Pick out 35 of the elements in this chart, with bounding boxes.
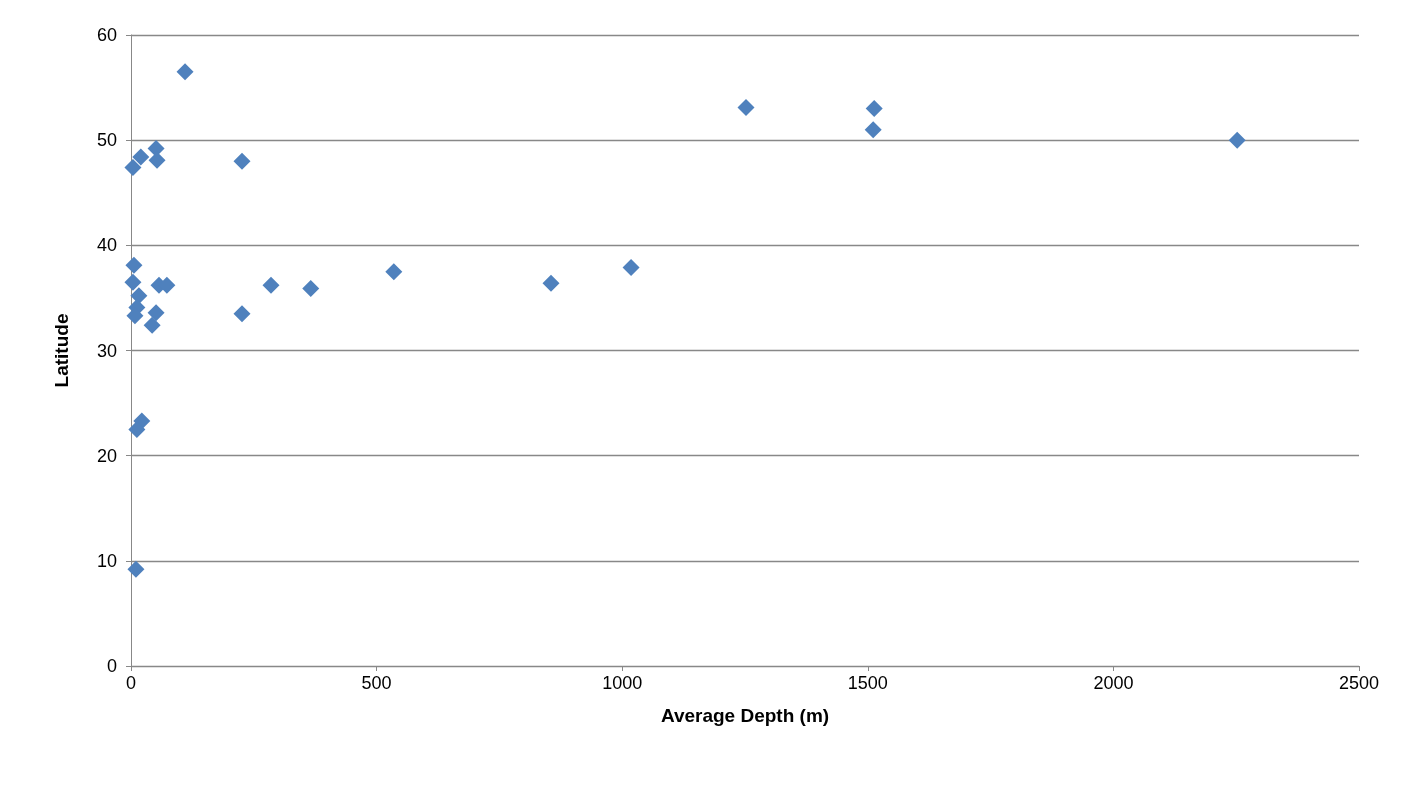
point xyxy=(124,273,142,291)
point xyxy=(865,100,883,118)
x-tick-label: 0 xyxy=(125,673,137,693)
point xyxy=(385,263,403,281)
point xyxy=(262,276,280,294)
x-tick-label: 500 xyxy=(361,673,392,693)
point xyxy=(147,304,165,322)
point xyxy=(1228,131,1246,149)
point xyxy=(302,279,320,297)
y-tick-label: 0 xyxy=(106,656,117,676)
point xyxy=(124,159,142,177)
point xyxy=(622,258,640,276)
y-tick-label: 50 xyxy=(96,130,117,151)
y-tick-label: 60 xyxy=(96,25,117,45)
x-axis-title: Average Depth (m) xyxy=(660,705,830,726)
point xyxy=(127,560,145,578)
x-tick-label: 2000 xyxy=(1093,673,1134,693)
y-tick-label: 10 xyxy=(96,550,117,571)
point xyxy=(233,305,251,323)
point xyxy=(143,316,161,334)
y-axis-title: Latitude xyxy=(51,313,72,388)
y-tick-label: 40 xyxy=(96,235,117,256)
x-tick-label: 2500 xyxy=(1338,673,1380,693)
x-tick-label: 1000 xyxy=(602,673,643,693)
point xyxy=(128,420,146,438)
point xyxy=(132,148,150,166)
y-tick-label: 30 xyxy=(96,340,117,361)
point xyxy=(125,256,143,274)
point xyxy=(542,274,560,292)
y-tick-label: 20 xyxy=(96,445,117,466)
point xyxy=(176,63,194,81)
point xyxy=(864,121,882,139)
point xyxy=(737,99,755,117)
point xyxy=(233,152,251,170)
x-tick-label: 1500 xyxy=(847,673,888,693)
